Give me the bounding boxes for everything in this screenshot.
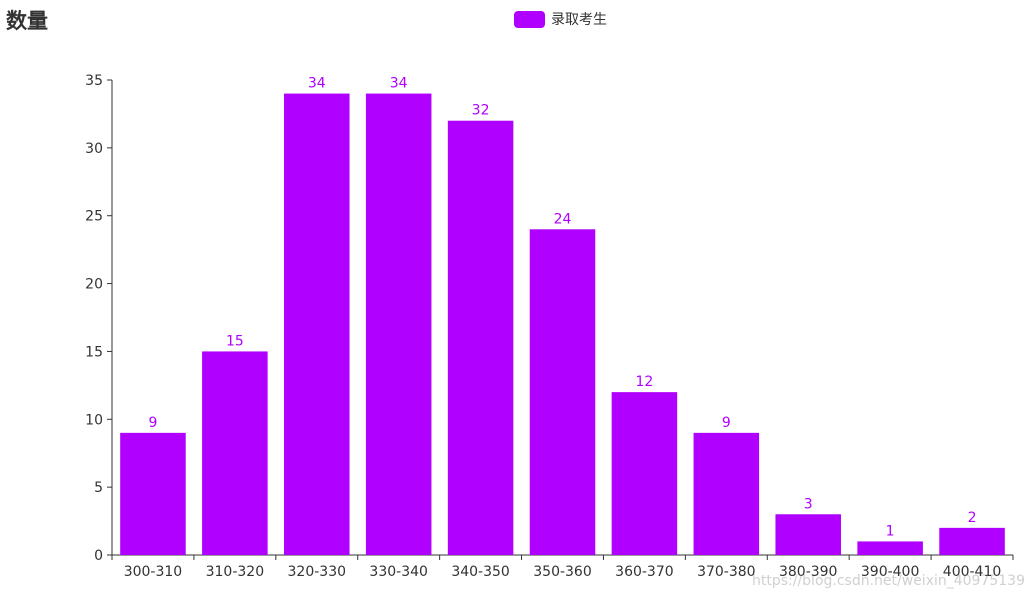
y-tick-label: 20 [85,277,103,293]
bar-value-label: 34 [390,76,408,92]
x-tick-label: 350-360 [533,564,592,580]
x-tick-label: 330-340 [369,564,428,580]
y-tick-label: 35 [85,73,103,89]
x-tick-label: 380-390 [779,564,838,580]
bar-value-label: 24 [554,211,572,227]
bars [120,93,1005,556]
y-tick-label: 10 [85,412,103,428]
legend-swatch[interactable] [514,11,545,28]
legend[interactable]: 录取考生 [514,11,607,28]
bar-value-label: 9 [148,415,157,431]
bar[interactable] [447,120,514,555]
bar[interactable] [365,93,432,556]
bar[interactable] [529,229,596,556]
legend-label[interactable]: 录取考生 [551,12,607,28]
bar[interactable] [202,351,268,555]
bar-value-label: 15 [226,333,244,349]
watermark: https://blog.csdn.net/weixin_40975139 [751,573,1025,589]
bar[interactable] [693,432,760,555]
chart-title: 数量 [6,9,48,33]
x-tick-label: 310-320 [206,564,265,580]
bar-value-label: 3 [804,496,813,512]
bar[interactable] [611,392,678,555]
y-tick-label: 15 [85,344,103,360]
bar[interactable] [857,541,923,555]
x-tick-label: 370-380 [697,564,756,580]
bar-value-label: 9 [722,415,731,431]
x-tick-label: 390-400 [861,564,920,580]
x-tick-label: 340-350 [451,564,510,580]
bar[interactable] [775,514,841,555]
x-tick-label: 400-410 [943,564,1002,580]
y-axis: 0 5 10 15 20 25 30 35 [85,73,113,564]
y-tick-label: 25 [85,209,103,225]
bar-value-label: 12 [635,374,653,390]
y-tick-label: 5 [94,480,103,496]
x-axis: 300-310 310-320 320-330 330-340 340-350 350-3… [111,554,1014,580]
bar-value-label: 1 [886,523,895,539]
x-tick-label: 320-330 [288,564,347,580]
x-tick-label: 300-310 [124,564,183,580]
bar[interactable] [284,93,350,556]
bar[interactable] [939,527,1005,555]
bar-value-label: 32 [472,103,490,119]
bar-value-label: 2 [968,510,977,526]
y-tick-label: 0 [94,548,103,564]
x-tick-label: 360-370 [615,564,674,580]
bar-value-label: 34 [308,76,326,92]
y-tick-label: 30 [85,141,103,157]
bar[interactable] [120,432,186,555]
